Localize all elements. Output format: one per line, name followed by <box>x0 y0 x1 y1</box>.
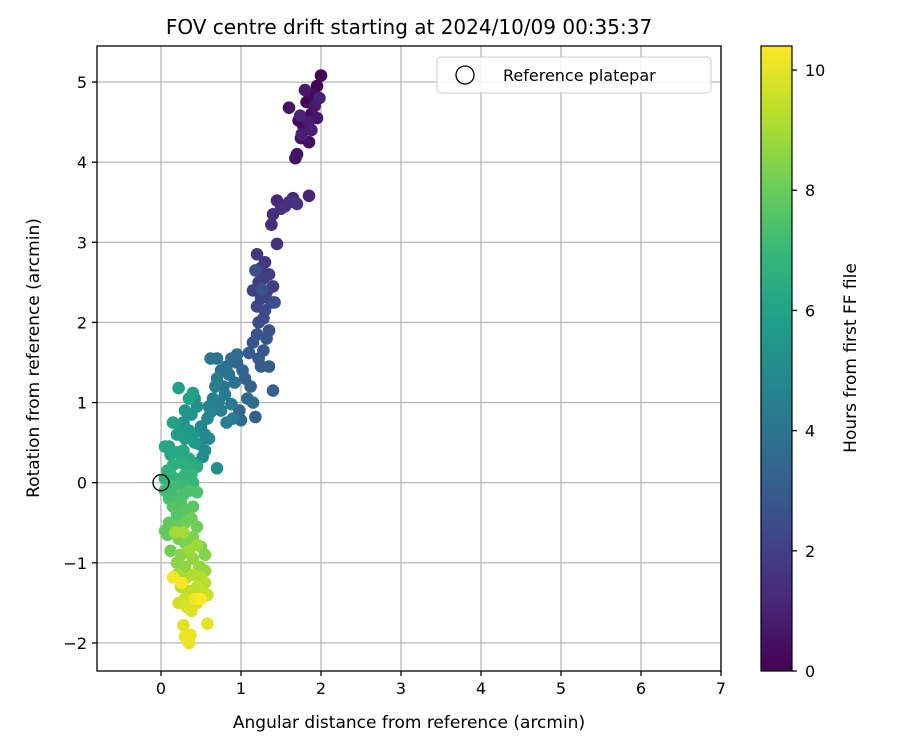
data-point <box>201 617 214 630</box>
colorbar-label: Hours from first FF file <box>841 263 861 453</box>
data-point <box>198 548 212 562</box>
data-point <box>194 592 208 606</box>
data-points <box>158 69 328 650</box>
data-point <box>290 197 304 211</box>
data-point <box>190 520 204 534</box>
y-tick-label: 5 <box>77 73 87 92</box>
data-point <box>209 380 222 393</box>
data-point <box>266 384 280 397</box>
data-point <box>190 538 204 552</box>
data-point <box>246 396 260 409</box>
reference-platepar-marker <box>152 474 170 492</box>
x-tick-label: 6 <box>636 679 646 698</box>
data-point <box>305 123 318 137</box>
data-point <box>185 604 198 618</box>
y-tick-label: 2 <box>77 313 87 332</box>
colorbar-tick-label: 4 <box>805 422 815 441</box>
legend-marker <box>455 65 475 85</box>
data-point <box>246 336 260 349</box>
data-point <box>166 416 180 429</box>
data-point <box>210 462 224 475</box>
data-point <box>190 486 204 499</box>
y-tick-label: −1 <box>63 554 87 573</box>
data-point <box>274 202 288 215</box>
colorbar <box>760 45 793 672</box>
data-point <box>177 619 190 632</box>
x-axis-label: Angular distance from reference (arcmin) <box>233 713 585 733</box>
data-point <box>177 526 190 539</box>
data-point <box>178 404 192 417</box>
data-point <box>230 348 244 361</box>
x-tick-label: 1 <box>236 679 246 698</box>
data-point <box>188 436 201 449</box>
data-point <box>225 397 238 411</box>
data-point <box>220 416 233 429</box>
data-point <box>214 404 228 417</box>
data-point <box>184 628 197 642</box>
data-point <box>255 282 269 296</box>
data-point <box>164 544 177 558</box>
data-point <box>250 248 264 261</box>
data-point <box>289 151 302 165</box>
chart-title: FOV centre drift starting at 2024/10/09 … <box>166 15 652 39</box>
y-tick-label: 0 <box>77 474 87 493</box>
data-point <box>265 218 278 231</box>
data-point <box>293 109 307 122</box>
data-point <box>268 296 281 309</box>
y-tick-label: −2 <box>63 634 87 653</box>
data-point <box>175 576 189 590</box>
colorbar-ticks: 0 2 4 6 8 10 <box>792 61 825 681</box>
data-point <box>252 316 265 329</box>
colorbar-tick-label: 6 <box>805 301 815 320</box>
data-point <box>302 135 316 149</box>
legend-box <box>436 56 712 94</box>
data-point <box>236 364 249 377</box>
x-tick-label: 2 <box>316 679 326 698</box>
data-point <box>282 101 296 114</box>
data-point <box>313 91 326 105</box>
colorbar-tick-label: 0 <box>805 662 815 681</box>
data-point <box>295 127 309 141</box>
data-point <box>302 189 316 203</box>
colorbar-tick-label: 2 <box>805 542 815 561</box>
x-tick-label: 4 <box>476 679 486 698</box>
x-tick-label: 7 <box>716 679 726 698</box>
data-point <box>249 264 262 277</box>
y-axis-ticks: −2 −1 0 1 2 3 4 5 <box>63 73 97 653</box>
data-point <box>170 428 184 441</box>
y-axis-label: Rotation from reference (arcmin) <box>24 218 44 498</box>
y-tick-label: 1 <box>77 394 87 413</box>
data-point <box>172 381 185 395</box>
colorbar-tick-label: 10 <box>805 61 825 80</box>
data-point <box>204 352 217 365</box>
data-point <box>202 432 216 445</box>
data-point <box>228 376 241 389</box>
data-point <box>196 450 209 464</box>
colorbar-tick-label: 8 <box>805 181 815 200</box>
data-point <box>260 332 273 345</box>
data-point <box>314 69 328 82</box>
y-tick-label: 4 <box>77 153 87 172</box>
x-axis-ticks: 0 1 2 3 4 5 6 7 <box>156 671 726 698</box>
data-point <box>254 360 268 373</box>
data-point <box>298 83 312 97</box>
legend: Reference platepar <box>436 56 712 94</box>
data-point <box>186 500 200 513</box>
data-point <box>178 560 192 574</box>
x-tick-label: 5 <box>556 679 566 698</box>
y-tick-label: 3 <box>77 233 87 252</box>
x-tick-label: 0 <box>156 679 166 698</box>
data-point <box>244 380 257 393</box>
data-point <box>242 346 256 360</box>
data-point <box>249 410 262 424</box>
legend-label: Reference platepar <box>503 66 656 85</box>
plot-frame <box>96 45 722 672</box>
data-point <box>270 237 284 251</box>
data-point <box>182 392 196 405</box>
x-tick-label: 3 <box>396 679 406 698</box>
